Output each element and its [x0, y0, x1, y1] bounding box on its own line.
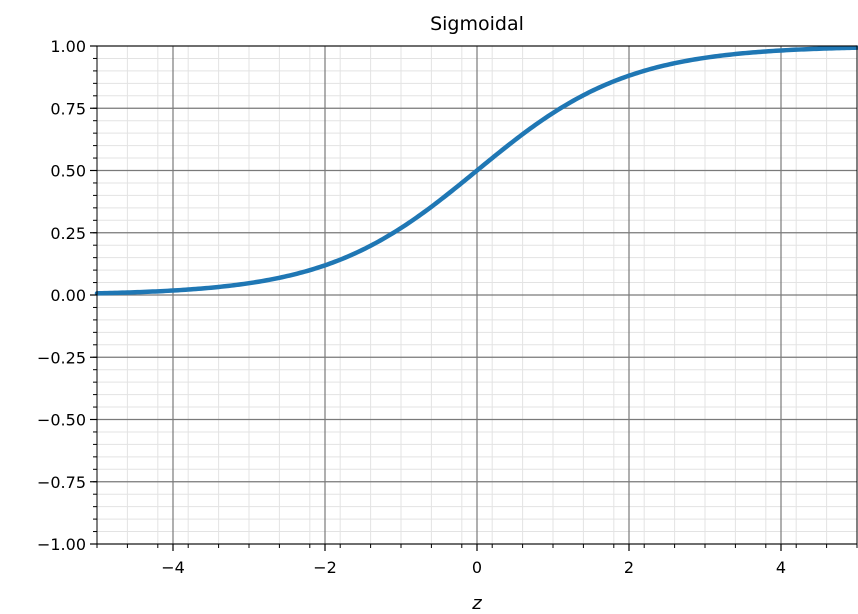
y-tick-label: 0.50 — [50, 162, 86, 181]
series-layer — [94, 45, 858, 296]
y-tick-label: −1.00 — [37, 535, 86, 554]
y-tick-label: −0.75 — [37, 473, 86, 492]
x-tick-label: 0 — [472, 558, 482, 577]
series-line-sigmoid — [94, 45, 858, 296]
y-tick-label: 1.00 — [50, 37, 86, 56]
x-tick-label: 4 — [776, 558, 786, 577]
y-tick-label: 0.25 — [50, 224, 86, 243]
y-tick-labels: −1.00 −0.75 −0.50 −0.25 0.00 0.25 0.50 0.75 1.00 — [37, 37, 86, 554]
x-axis-label: z — [471, 593, 482, 614]
x-tick-label: −4 — [161, 558, 185, 577]
chart-title: Sigmoidal — [430, 13, 524, 35]
x-tick-labels: −4 −2 0 2 4 — [161, 558, 786, 577]
axis-ticks — [90, 45, 858, 551]
y-tick-label: 0.00 — [50, 286, 86, 305]
x-tick-label: −2 — [313, 558, 337, 577]
x-tick-label: 2 — [624, 558, 634, 577]
y-tick-label: −0.25 — [37, 348, 86, 367]
y-tick-label: −0.50 — [37, 411, 86, 430]
y-tick-label: 0.75 — [50, 99, 86, 118]
